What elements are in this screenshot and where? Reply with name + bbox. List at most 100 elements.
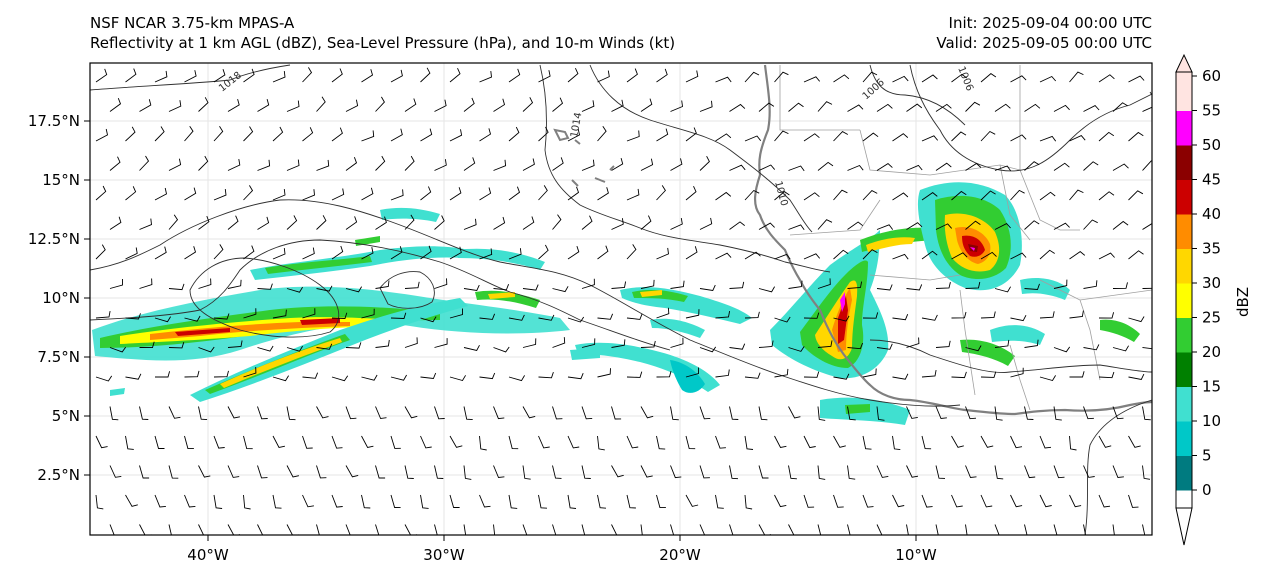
- wind-barb: [611, 157, 624, 171]
- wind-barb: [640, 406, 654, 419]
- wind-barb: [420, 372, 437, 379]
- wind-barb: [803, 312, 820, 319]
- colorbar-tick-55: 55: [1202, 102, 1221, 120]
- wind-barb: [1039, 135, 1057, 142]
- wind-barb: [154, 246, 167, 260]
- wind-barb: [286, 215, 298, 230]
- wind-barb: [1083, 280, 1098, 289]
- wind-barb: [1069, 135, 1086, 142]
- wind-barb: [862, 71, 878, 83]
- wind-barb: [316, 215, 327, 230]
- wind-barb: [1083, 219, 1098, 230]
- wind-barb: [847, 342, 864, 350]
- wind-barb: [345, 342, 362, 349]
- wind-barb: [906, 465, 919, 478]
- wind-barb: [670, 158, 683, 171]
- wind-barb: [125, 247, 138, 260]
- wind-barb: [390, 435, 401, 449]
- wind-barb: [1069, 71, 1084, 83]
- wind-barb: [1069, 310, 1084, 319]
- wind-barb: [316, 524, 320, 535]
- wind-barb: [921, 494, 933, 508]
- wind-barb: [109, 216, 122, 230]
- wind-barb: [833, 74, 850, 83]
- wind-barb: [892, 133, 909, 142]
- wind-barb: [1069, 494, 1082, 508]
- coastlines: [553, 64, 1152, 416]
- wind-barb: [715, 133, 732, 142]
- wind-barb: [302, 435, 313, 449]
- wind-barb: [715, 252, 732, 260]
- wind-barb: [862, 190, 878, 201]
- model-title: NSF NCAR 3.75-km MPAS-A: [90, 14, 295, 32]
- wind-barb: [656, 247, 669, 260]
- colorbar-swatch-40: [1176, 179, 1192, 215]
- wind-barb: [758, 286, 775, 293]
- wind-barb: [744, 135, 762, 142]
- colorbar-tick-5: 5: [1202, 447, 1212, 465]
- lat-tick-2.5: 2.5°N: [37, 466, 80, 484]
- wind-barb: [198, 97, 209, 112]
- wind-barb: [1098, 74, 1115, 83]
- wind-barb: [404, 524, 418, 535]
- wind-barb: [272, 126, 284, 142]
- wind-barb: [951, 73, 967, 83]
- wind-barb: [758, 164, 776, 171]
- wind-barb: [744, 372, 761, 379]
- wind-barb: [892, 253, 909, 260]
- wind-barb: [699, 100, 713, 112]
- wind-barb: [994, 524, 1000, 535]
- colorbar-swatch-below-0: [1176, 490, 1192, 508]
- wind-barb: [935, 162, 952, 171]
- wind-barb: [951, 311, 967, 319]
- map-plot-area: 1018 1014 1010 1006 1006 17.5°N 15°N 12.…: [28, 62, 1153, 564]
- wind-barb: [522, 524, 528, 535]
- wind-barb: [744, 71, 760, 83]
- wind-barb: [345, 157, 358, 171]
- wind-barb: [390, 374, 407, 381]
- wind-barb: [302, 308, 316, 319]
- wind-barb: [139, 341, 155, 349]
- wind-barb: [125, 186, 137, 201]
- isobars: [90, 64, 1152, 535]
- wind-barb: [463, 97, 475, 112]
- wind-barb: [302, 189, 315, 201]
- wind-barb: [272, 309, 287, 319]
- wind-barb: [154, 316, 171, 323]
- wind-barb: [375, 155, 386, 171]
- wind-barb: [125, 68, 137, 83]
- wind-barb: [1039, 75, 1057, 83]
- wind-barb: [670, 465, 682, 479]
- wind-barb: [699, 284, 716, 291]
- wind-barb: [109, 465, 122, 478]
- wind-barb: [154, 187, 168, 201]
- wind-barb: [788, 280, 803, 289]
- wind-barb: [286, 465, 299, 478]
- wind-barb: [1142, 160, 1152, 171]
- wind-barb: [1010, 314, 1027, 322]
- wind-barb: [862, 312, 879, 319]
- wind-barb: [876, 284, 893, 291]
- wind-barb: [1142, 287, 1152, 289]
- wind-barb: [227, 340, 243, 348]
- wind-barb: [1053, 162, 1070, 171]
- wind-barb: [817, 340, 833, 348]
- wind-barb: [980, 435, 994, 448]
- colorbar-swatch-35: [1176, 214, 1192, 249]
- wind-barb: [227, 279, 242, 289]
- wind-barb: [597, 245, 609, 260]
- wind-barb: [729, 524, 734, 535]
- wind-barb: [744, 189, 760, 201]
- colorbar-max-arrow: [1175, 53, 1193, 73]
- wind-barb: [685, 367, 699, 378]
- wind-barb: [626, 435, 639, 449]
- wind-barb: [921, 192, 938, 201]
- wind-barb: [95, 128, 109, 142]
- wind-barb: [420, 494, 429, 509]
- wind-barb: [257, 465, 268, 479]
- wind-barb: [965, 101, 981, 112]
- wind-barb: [833, 435, 846, 448]
- wind-barb: [154, 126, 165, 142]
- wind-barb: [522, 338, 537, 348]
- wind-barb: [272, 189, 286, 201]
